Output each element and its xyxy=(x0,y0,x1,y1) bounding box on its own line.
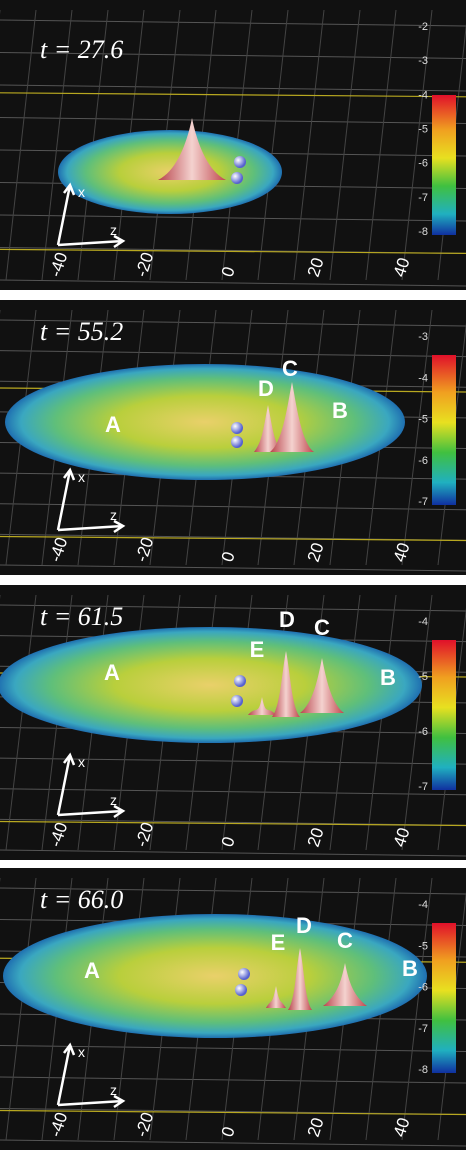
colorbar-tick-label: -4 xyxy=(418,616,428,628)
colorbar-tick-label: -5 xyxy=(418,940,428,952)
peak-label: C xyxy=(337,928,353,953)
atom-marker xyxy=(231,695,243,707)
axis-label: x xyxy=(78,184,85,200)
axis-label: x xyxy=(78,1044,85,1060)
peak-label: A xyxy=(105,412,121,437)
atom-marker xyxy=(234,675,246,687)
colorbar-tick-label: -7 xyxy=(418,781,428,793)
colorbar-tick-label: -8 xyxy=(418,1064,428,1076)
time-label: t = 66.0 xyxy=(40,885,123,914)
peak-label: C xyxy=(282,356,298,381)
colorbar-tick-label: -3 xyxy=(418,331,428,343)
peak-label: D xyxy=(279,607,295,632)
colorbar xyxy=(432,95,456,235)
colorbar-tick-label: -5 xyxy=(418,671,428,683)
panel: ABCDEt = 66.0-4-5-6-7-8xz-40-2002040 xyxy=(0,868,466,1150)
peak-label: A xyxy=(84,958,100,983)
density-surface xyxy=(3,914,427,1038)
colorbar xyxy=(432,355,456,505)
colorbar-tick-label: -6 xyxy=(418,982,428,994)
atom-marker xyxy=(234,156,246,168)
peak-label: B xyxy=(380,665,396,690)
peak-label: E xyxy=(250,637,265,662)
peak-label: E xyxy=(271,930,286,955)
colorbar-tick-label: -5 xyxy=(418,124,428,136)
axis-label: z xyxy=(110,507,117,523)
atom-marker xyxy=(231,436,243,448)
colorbar-tick-label: -2 xyxy=(418,21,428,33)
time-label: t = 27.6 xyxy=(40,35,123,64)
colorbar-tick-label: -3 xyxy=(418,55,428,67)
colorbar xyxy=(432,923,456,1073)
colorbar-tick-label: -4 xyxy=(418,89,428,101)
colorbar-tick-label: -7 xyxy=(418,192,428,204)
colorbar-tick-label: -8 xyxy=(418,226,428,238)
peak-label: B xyxy=(402,956,418,981)
axis-label: z xyxy=(110,792,117,808)
colorbar-tick-label: -7 xyxy=(418,496,428,508)
colorbar xyxy=(432,640,456,790)
colorbar-tick-label: -4 xyxy=(418,372,428,384)
time-label: t = 61.5 xyxy=(40,602,123,631)
axis-label: z xyxy=(110,222,117,238)
colorbar-tick-label: -6 xyxy=(418,726,428,738)
peak-label: B xyxy=(332,398,348,423)
peak-label: C xyxy=(314,615,330,640)
axis-label: x xyxy=(78,754,85,770)
axis-label: x xyxy=(78,469,85,485)
colorbar-tick-label: -6 xyxy=(418,158,428,170)
density-surface xyxy=(0,627,422,743)
atom-marker xyxy=(238,968,250,980)
atom-marker xyxy=(231,172,243,184)
peak-label: D xyxy=(296,913,312,938)
colorbar-tick-label: -6 xyxy=(418,455,428,467)
figure: t = 27.6-2-3-4-5-6-7-8xz-40-2002040ABCDt… xyxy=(0,0,466,1154)
axis-label: z xyxy=(110,1082,117,1098)
atom-marker xyxy=(231,422,243,434)
atom-marker xyxy=(235,984,247,996)
colorbar-tick-label: -4 xyxy=(418,899,428,911)
time-label: t = 55.2 xyxy=(40,317,123,346)
colorbar-tick-label: -7 xyxy=(418,1023,428,1035)
peak-label: D xyxy=(258,376,274,401)
colorbar-tick-label: -5 xyxy=(418,414,428,426)
peak-label: A xyxy=(104,660,120,685)
